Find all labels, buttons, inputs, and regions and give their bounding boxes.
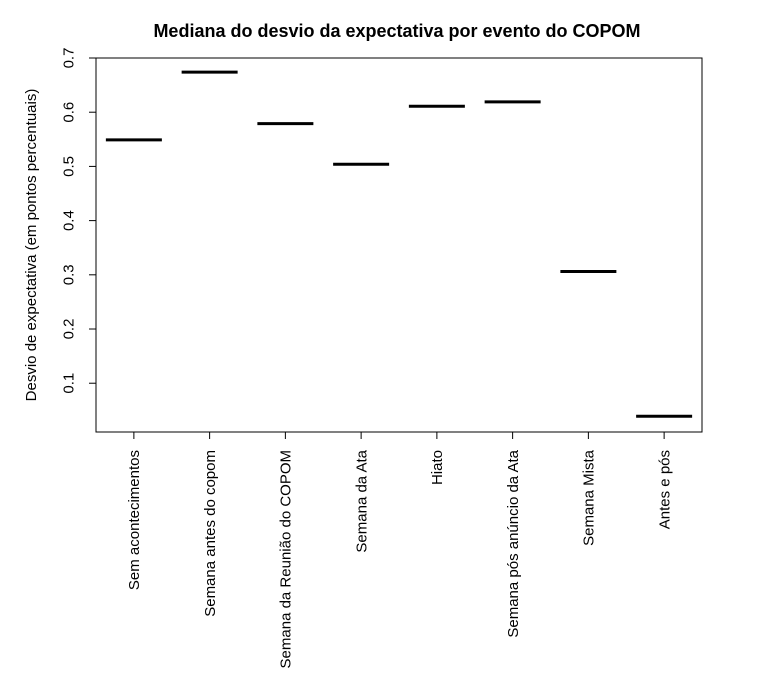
chart-title: Mediana do desvio da expectativa por eve… (153, 21, 640, 41)
y-tick-label: 0.7 (60, 48, 77, 69)
y-tick-label: 0.3 (60, 264, 77, 285)
y-tick-label: 0.2 (60, 319, 77, 340)
y-tick-label: 0.5 (60, 156, 77, 177)
y-tick-label: 0.4 (60, 210, 77, 231)
x-tick-label: Semana da Reunião do COPOM (278, 450, 295, 668)
x-tick-label: Semana pós anúncio da Ata (505, 449, 522, 637)
plot-frame (95, 57, 703, 433)
x-tick-label: Sem acontecimentos (126, 450, 143, 590)
x-tick-label: Semana antes do copom (202, 450, 219, 617)
x-tick-label: Semana Mista (581, 449, 598, 546)
x-tick-label: Semana da Ata (353, 449, 370, 552)
x-tick-label: Antes e pós (656, 450, 673, 529)
y-axis-label: Desvio de expectativa (em pontos percent… (23, 89, 40, 402)
y-tick-label: 0.6 (60, 102, 77, 123)
y-axis: 0.1 0.2 0.3 0.4 0.5 0.6 0.7 (60, 48, 96, 394)
x-tick-label: Hiato (429, 450, 446, 485)
y-tick-label: 0.1 (60, 373, 77, 394)
median-lines (105, 70, 693, 418)
x-axis: Sem acontecimentos Semana antes do copom S… (126, 432, 673, 668)
